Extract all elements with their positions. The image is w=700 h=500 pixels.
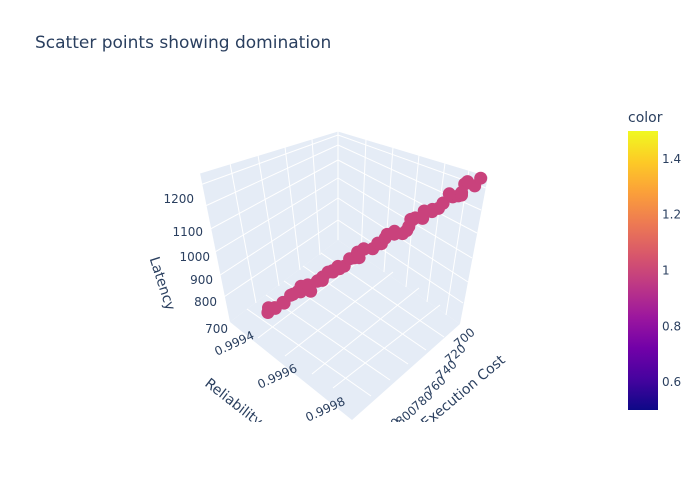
z-axis-title: Latency — [146, 255, 178, 313]
z-tick-label: 800 — [194, 295, 217, 309]
z-tick-label: 1000 — [179, 250, 210, 264]
scene-clip-mask — [0, 422, 600, 500]
colorbar-title: color — [628, 110, 663, 126]
colorbar-tick-label: 0.6 — [662, 375, 681, 389]
y-tick-label: 0.9996 — [255, 361, 299, 391]
colorbar-tick-label: 1.2 — [662, 208, 681, 222]
colorbar-tick-label: 0.8 — [662, 319, 681, 333]
z-tick-label: 1100 — [172, 225, 203, 239]
colorbar — [628, 131, 658, 410]
scatter-points[interactable] — [261, 171, 488, 319]
scatter-point[interactable] — [436, 196, 450, 210]
colorbar-tick-label: 1 — [662, 264, 670, 278]
z-axis-ticks: 700 800 900 1000 1100 1200 — [163, 192, 228, 336]
y-tick-label: 0.9998 — [303, 394, 347, 424]
scatter-point[interactable] — [474, 171, 488, 185]
colorbar-ticks: 0.6 0.8 1 1.2 1.4 — [662, 152, 681, 389]
z-tick-label: 1200 — [163, 192, 194, 206]
colorbar-tick-label: 1.4 — [662, 152, 681, 166]
z-tick-label: 900 — [190, 273, 213, 287]
chart-title: Scatter points showing domination — [35, 33, 332, 53]
floor — [230, 240, 460, 420]
z-tick-label: 700 — [205, 322, 228, 336]
